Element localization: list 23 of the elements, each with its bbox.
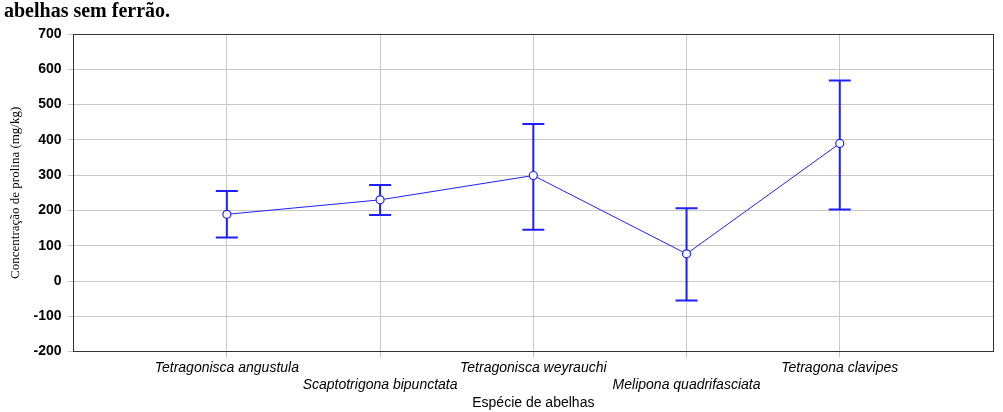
- x-tick-label: Scaptotrigona bipunctata: [302, 375, 458, 392]
- y-tick-label: 600: [38, 60, 62, 77]
- x-tick-label: Tetragona clavipes: [781, 358, 899, 375]
- point: [528, 170, 538, 181]
- x-tick-label: Tetragonisca weyrauchi: [460, 358, 608, 375]
- y-tick-label: 300: [38, 166, 62, 183]
- y-tick-label: 200: [38, 201, 62, 218]
- y-tick-label: 0: [53, 271, 62, 288]
- point: [681, 249, 692, 259]
- y-axis-title: Concentração de prolina (mg/kg): [7, 106, 23, 279]
- x-axis-title: Espécie de abelhas: [472, 394, 595, 411]
- y-tick-label: -100: [33, 307, 62, 324]
- y-tick-label: 400: [38, 130, 62, 147]
- point: [222, 209, 232, 219]
- y-tick-label: 500: [38, 95, 62, 112]
- y-tick-label: -200: [33, 342, 62, 359]
- point: [375, 195, 385, 205]
- y-tick-label: 700: [38, 24, 62, 41]
- y-tick-label: 100: [38, 236, 62, 253]
- point: [835, 138, 845, 148]
- chart-title: abelhas sem ferrão.: [4, 0, 171, 22]
- x-tick-label: Tetragonisca angustula: [154, 358, 300, 375]
- x-tick-label: Melipona quadrifasciata: [612, 375, 761, 392]
